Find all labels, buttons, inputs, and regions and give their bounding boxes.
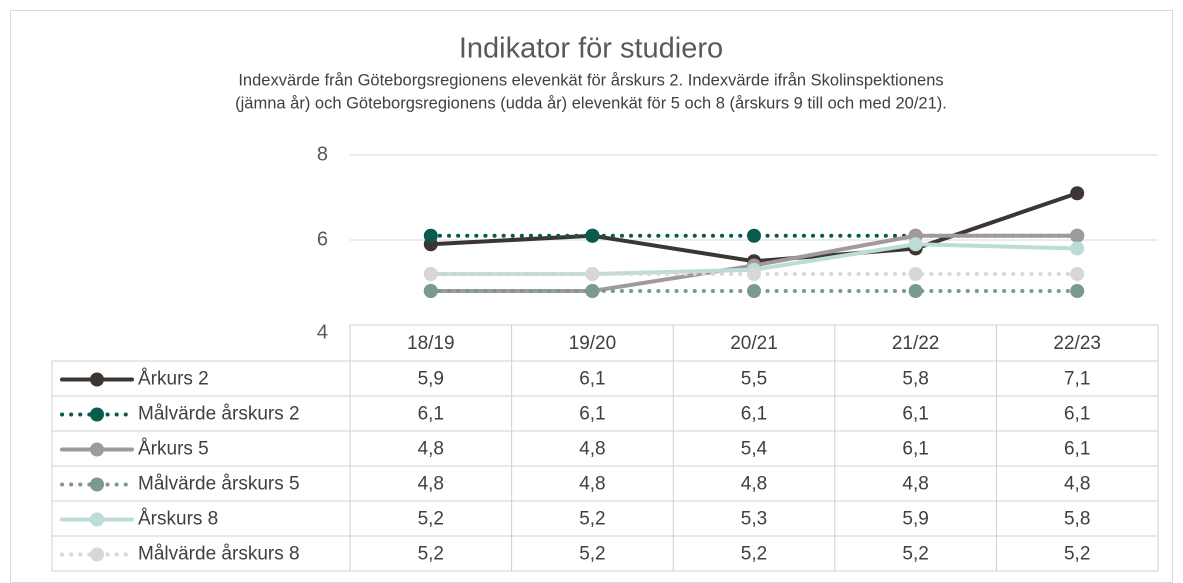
y-tick-label: 8: [317, 143, 328, 165]
x-tick-label: 20/21: [730, 333, 778, 354]
data-label: 4,8: [579, 439, 605, 460]
data-label: 5,4: [741, 439, 768, 460]
point: [1070, 241, 1085, 256]
point: [747, 267, 761, 281]
data-label: 6,1: [741, 404, 767, 425]
data-label: 6,1: [579, 404, 605, 425]
data-label: 6,1: [579, 369, 605, 390]
point: [1070, 267, 1085, 281]
legend-marker: [90, 477, 104, 492]
data-label: 6,1: [902, 439, 928, 460]
legend-marker: [90, 442, 104, 457]
data-label: 7,1: [1064, 369, 1090, 390]
data-label: 5,2: [579, 544, 605, 565]
chart-subtitle: (jämna år) och Göteborgsregionens (udda …: [235, 94, 947, 112]
data-label: 4,8: [418, 474, 444, 495]
legend-label: Målvärde årskurs 8: [138, 544, 300, 565]
point: [908, 237, 923, 252]
point: [1070, 228, 1085, 243]
data-label: 6,1: [1064, 439, 1090, 460]
point: [747, 284, 761, 298]
point: [423, 267, 438, 281]
legend-marker: [90, 372, 104, 387]
data-label: 5,8: [1064, 509, 1090, 530]
x-tick-label: 21/22: [892, 333, 940, 354]
data-label: 6,1: [902, 404, 928, 425]
data-label: 5,2: [1064, 544, 1090, 565]
legend-label: Årskurs 8: [138, 509, 218, 530]
point: [908, 284, 923, 298]
legend-label: Årkurs 5: [138, 439, 209, 460]
data-label: 6,1: [1064, 404, 1090, 425]
data-label: 5,2: [418, 509, 444, 530]
data-label: 5,9: [418, 369, 444, 390]
point: [585, 267, 600, 281]
chart-title: Indikator för studiero: [459, 33, 723, 65]
point: [585, 284, 600, 298]
point: [423, 228, 438, 243]
legend-label: Målvärde årskurs 2: [138, 404, 300, 425]
x-tick-label: 22/23: [1053, 333, 1101, 354]
data-label: 5,8: [902, 369, 928, 390]
data-label: 5,2: [579, 509, 605, 530]
x-tick-label: 19/20: [569, 333, 617, 354]
data-label: 5,2: [902, 544, 928, 565]
data-label: 4,8: [741, 474, 767, 495]
point: [1070, 186, 1085, 201]
legend-marker: [90, 407, 104, 422]
data-label: 5,5: [741, 369, 767, 390]
point: [747, 228, 761, 243]
legend-label: Målvärde årskurs 5: [138, 474, 300, 495]
data-label: 5,9: [902, 509, 928, 530]
legend-marker: [90, 512, 104, 527]
legend-marker: [90, 547, 104, 562]
point: [585, 228, 600, 243]
legend-label: Årkurs 2: [138, 369, 209, 390]
data-label: 4,8: [1064, 474, 1090, 495]
point: [1070, 284, 1085, 298]
x-tick-label: 18/19: [407, 333, 455, 354]
y-tick-label: 4: [317, 321, 328, 343]
data-label: 4,8: [579, 474, 605, 495]
chart-subtitle: Indexvärde från Göteborgsregionens eleve…: [238, 71, 943, 89]
data-label: 5,2: [418, 544, 444, 565]
data-label: 6,1: [418, 404, 444, 425]
point: [423, 284, 438, 298]
data-label: 5,3: [741, 509, 767, 530]
data-label: 5,2: [741, 544, 767, 565]
y-tick-label: 6: [317, 228, 328, 250]
data-label: 4,8: [418, 439, 444, 460]
point: [908, 267, 923, 281]
data-label: 4,8: [902, 474, 928, 495]
